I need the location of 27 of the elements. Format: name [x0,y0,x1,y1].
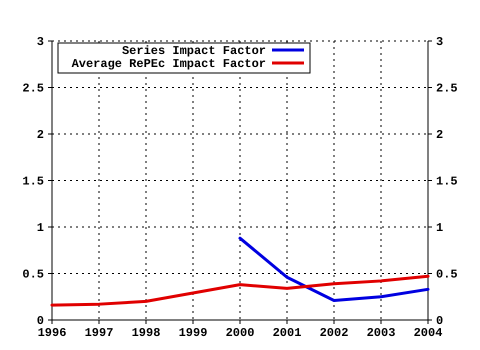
y-tick-label: 2 [36,128,44,142]
line-series [238,236,430,302]
x-tick-label: 2004 [414,326,442,340]
x-tick-label: 1998 [132,326,160,340]
y2-tick-label: 0 [436,314,444,328]
y-tick-label: 2.5 [22,82,44,96]
x-tick-label: 1996 [38,326,66,340]
x-tick-label: 2000 [226,326,254,340]
x-tick-label: 2003 [366,326,396,340]
y2-tick-label: 2 [436,128,444,142]
y-tick-label: 1 [36,221,44,235]
y2-tick-label: 1 [436,221,444,235]
y2-tick-label: 3 [436,35,444,49]
line-series [50,274,430,307]
legend-label: Series Impact Factor [122,44,266,58]
y-tick-label: 3 [36,35,44,49]
y2-tick-label: 0.5 [436,268,458,282]
x-tick-label: 2002 [320,326,348,340]
x-tick-label: 1997 [84,326,114,340]
y2-tick-label: 1.5 [436,174,458,188]
y-tick-label: 0.5 [22,268,44,282]
y-tick-label: 0 [36,314,44,328]
y-tick-label: 1.5 [22,174,44,188]
x-tick-label: 2001 [272,326,302,340]
legend-label: Average RePEc Impact Factor [72,57,266,71]
y2-tick-label: 2.5 [436,82,458,96]
x-tick-label: 1999 [178,326,208,340]
